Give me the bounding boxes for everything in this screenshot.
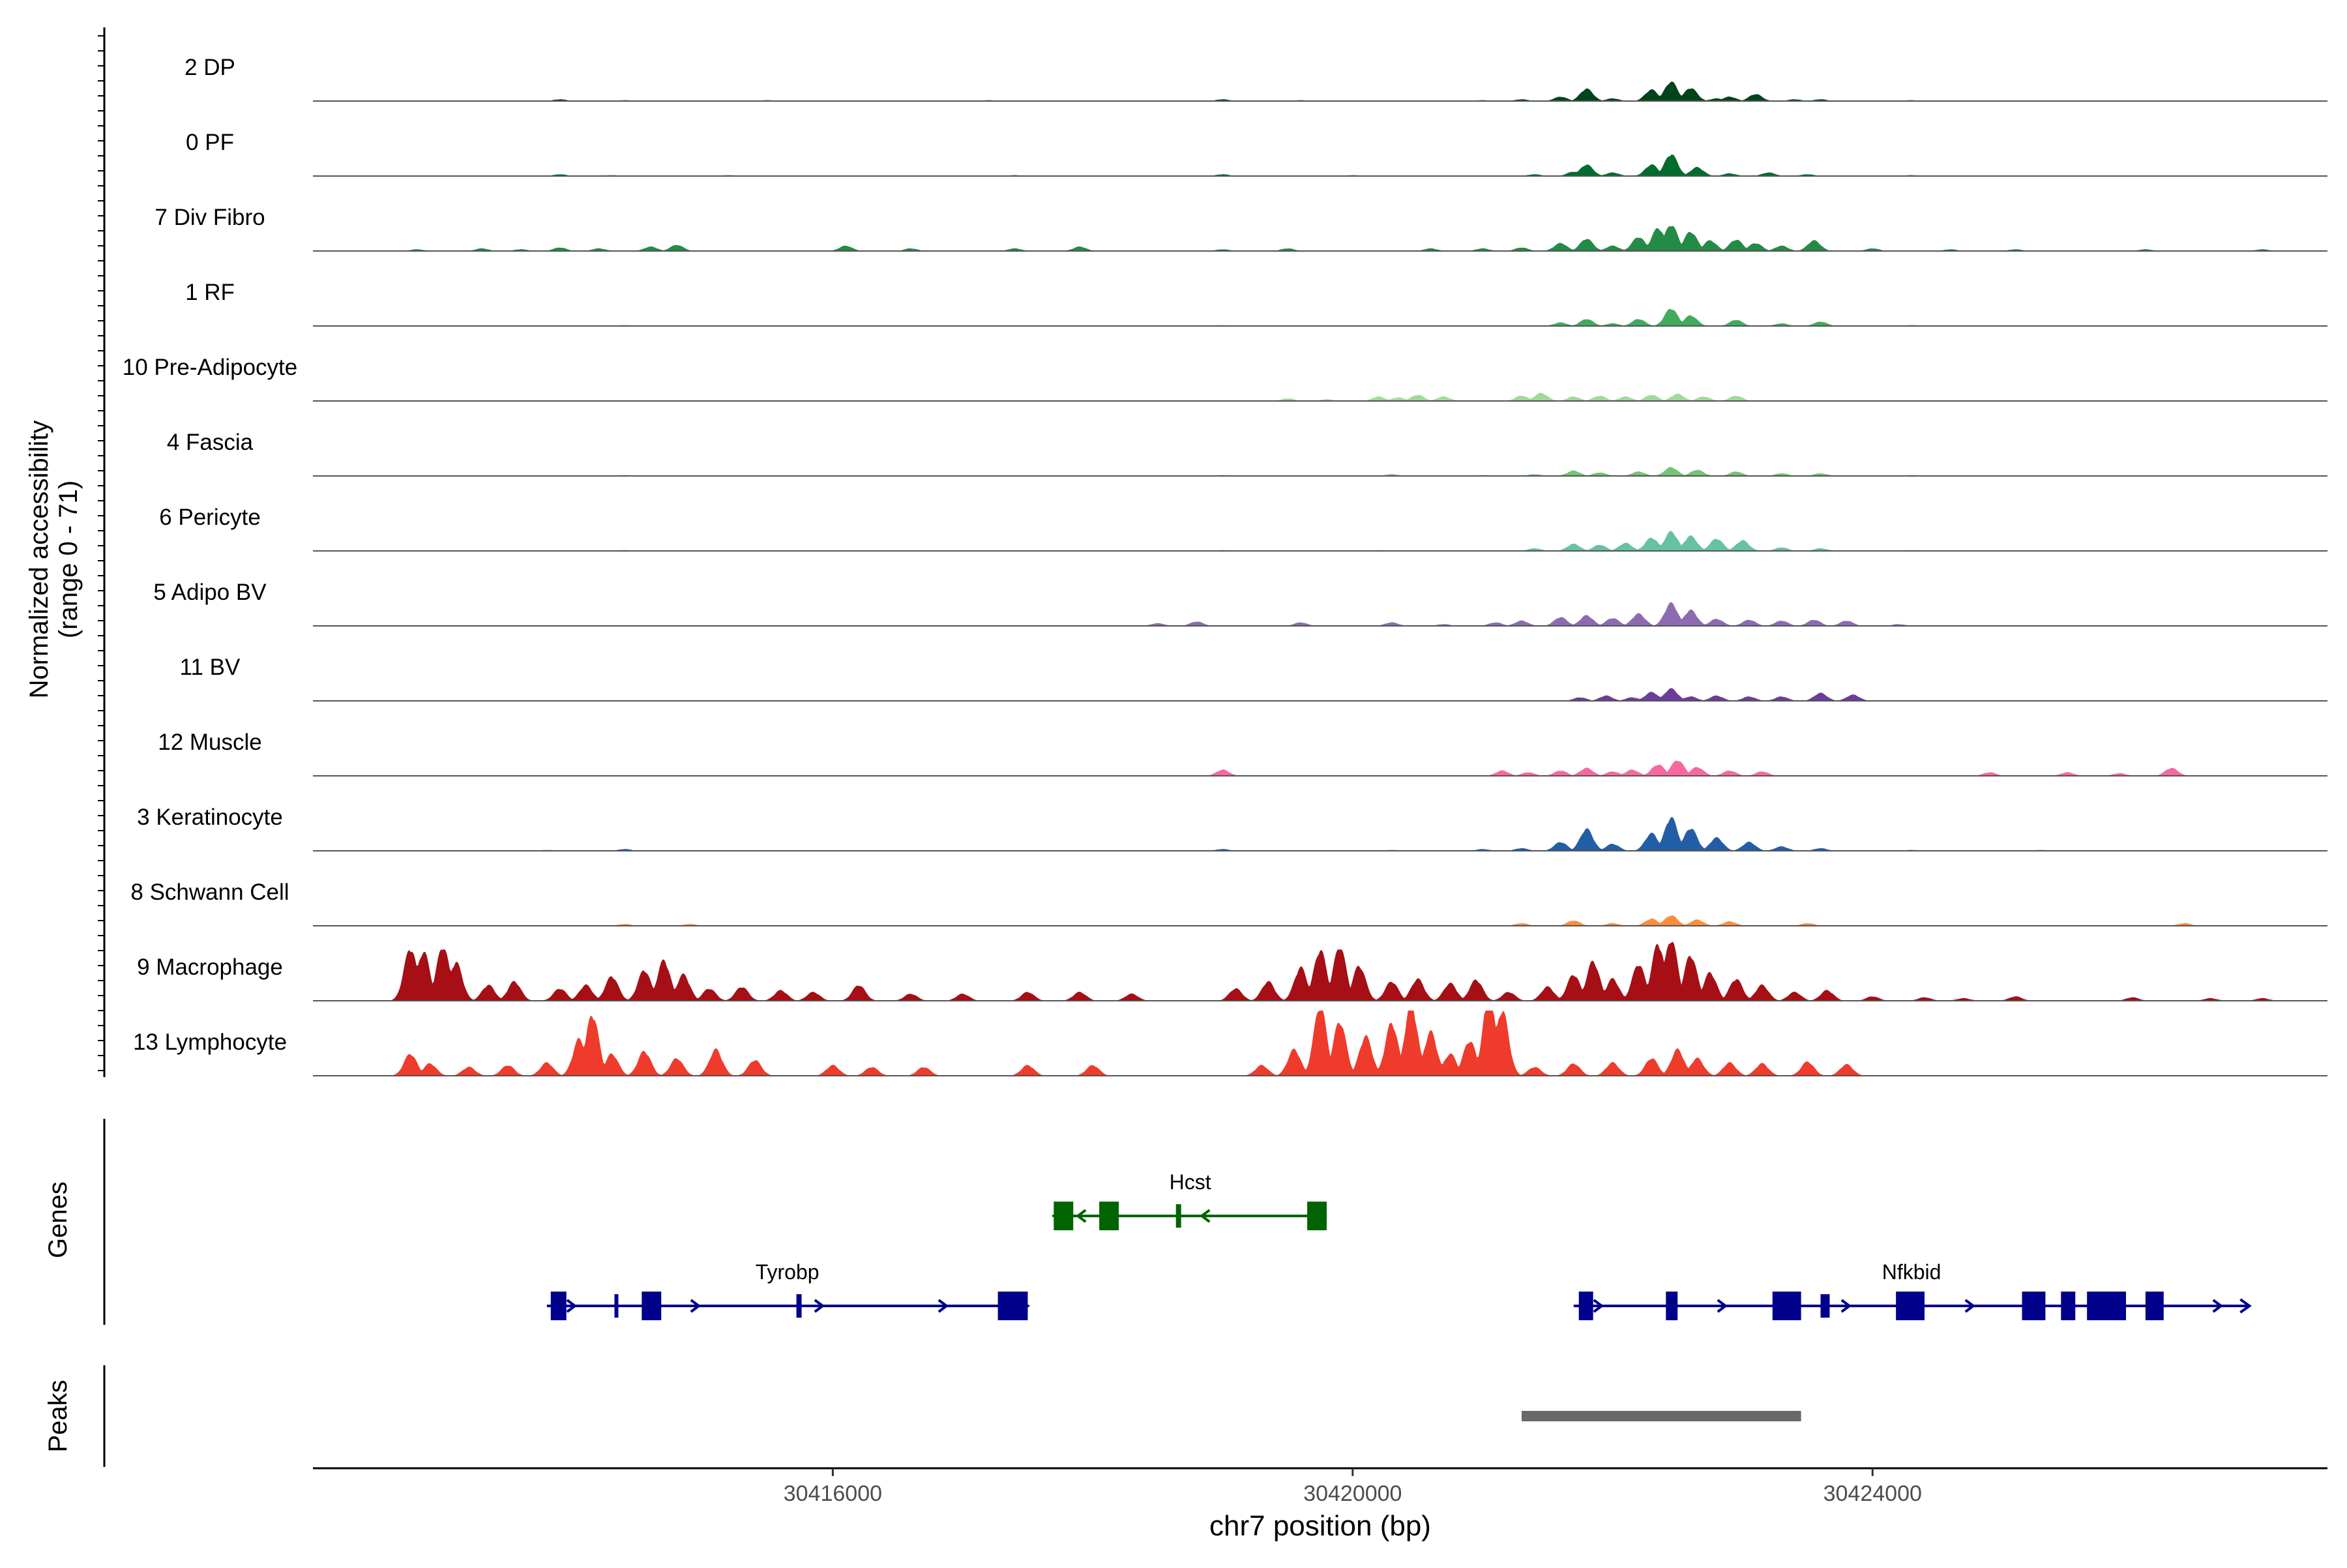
track-4: 1 RF [185, 280, 2327, 327]
strand-arrow [690, 1299, 701, 1313]
y-axis-label-line2: (range 0 - 71) [54, 481, 83, 638]
coverage-tracks: 2 DP 0 PF 7 Div Fibro 1 RF 10 Pre-Adipocyte 4… [98, 27, 2327, 1077]
exon [1820, 1294, 1830, 1318]
exon [1054, 1202, 1074, 1230]
exon [796, 1294, 802, 1318]
x-axis: 30416000 30420000 30424000 [313, 1467, 2327, 1506]
x-axis-label: chr7 position (bp) [1209, 1510, 1431, 1542]
strand-arrow [2239, 1298, 2252, 1314]
track-6: 4 Fascia [167, 430, 2327, 477]
track-label: 10 Pre-Adipocyte [123, 355, 297, 380]
coverage-area [313, 941, 2327, 1001]
exon [1772, 1292, 1801, 1320]
gene-tyrobp: Tyrobp [546, 1260, 1030, 1320]
track-label: 7 Div Fibro [155, 205, 265, 230]
exon [1175, 1204, 1181, 1228]
track-label: 4 Fascia [167, 430, 254, 455]
exon [2061, 1292, 2076, 1320]
exon [1666, 1292, 1678, 1320]
exon [1578, 1292, 1593, 1320]
strand-arrow [2212, 1299, 2224, 1313]
strand-arrow [1075, 1209, 1087, 1223]
genes-panel: Hcst Tyrobp Nfkbid [103, 1119, 2252, 1325]
strand-arrow [1964, 1299, 1976, 1313]
strand-arrow [814, 1299, 825, 1313]
x-tick-label: 30424000 [1823, 1481, 1922, 1506]
track-11: 3 Keratinocyte [137, 805, 2327, 851]
strand-arrow [1199, 1209, 1211, 1223]
exon [1099, 1202, 1119, 1230]
track-label: 12 Muscle [158, 730, 262, 755]
strand-arrow [566, 1299, 578, 1313]
peaks-panel-label: Peaks [44, 1380, 72, 1452]
peak-region-bar [1522, 1411, 1801, 1421]
track-7: 6 Pericyte [159, 505, 2327, 552]
gene-label: Tyrobp [756, 1260, 819, 1284]
exon [2145, 1292, 2164, 1320]
track-label: 11 BV [180, 655, 241, 680]
track-3: 7 Div Fibro [155, 205, 2327, 252]
exon [2087, 1292, 2126, 1320]
coverage-area [313, 1011, 2327, 1076]
exon [997, 1292, 1028, 1320]
exon [1307, 1202, 1327, 1230]
track-5: 10 Pre-Adipocyte [123, 355, 2327, 402]
x-tick-label: 30420000 [1303, 1481, 1402, 1506]
track-label: 5 Adipo BV [153, 580, 267, 605]
track-9: 11 BV [180, 655, 2327, 702]
strand-arrow [1717, 1299, 1728, 1313]
genes-panel-label: Genes [44, 1181, 72, 1258]
exon [642, 1292, 662, 1320]
track-label: 1 RF [185, 280, 235, 305]
track-label: 2 DP [185, 55, 235, 80]
track-label: 8 Schwann Cell [130, 880, 289, 905]
gene-nfkbid: Nfkbid [1573, 1260, 2252, 1320]
exon [2022, 1292, 2046, 1320]
x-tick-label: 30416000 [784, 1481, 882, 1506]
coverage-area [313, 688, 2327, 701]
track-1: 2 DP [185, 55, 2327, 102]
track-13: 9 Macrophage [137, 941, 2327, 1001]
strand-arrow [1840, 1299, 1852, 1313]
track-label: 3 Keratinocyte [137, 805, 283, 830]
track-8: 5 Adipo BV [153, 580, 2327, 627]
gene-hcst: Hcst [1051, 1170, 1327, 1230]
track-label: 9 Macrophage [137, 954, 283, 980]
track-2: 0 PF [186, 130, 2327, 177]
track-10: 12 Muscle [158, 730, 2327, 777]
exon [550, 1292, 567, 1320]
gene-label: Hcst [1170, 1170, 1211, 1194]
exon [1896, 1292, 1925, 1320]
y-axis-label-line1: Normalized accessibility [25, 421, 53, 699]
exon [614, 1294, 619, 1318]
track-label: 13 Lymphocyte [133, 1029, 287, 1055]
track-14: 13 Lymphocyte [133, 1011, 2327, 1076]
strand-arrow [1593, 1299, 1604, 1313]
peaks-panel [103, 1365, 1801, 1467]
track-12: 8 Schwann Cell [130, 880, 2327, 926]
gene-label: Nfkbid [1882, 1260, 1941, 1284]
track-label: 0 PF [186, 130, 234, 155]
strand-arrow [937, 1299, 949, 1313]
track-label: 6 Pericyte [159, 505, 261, 530]
